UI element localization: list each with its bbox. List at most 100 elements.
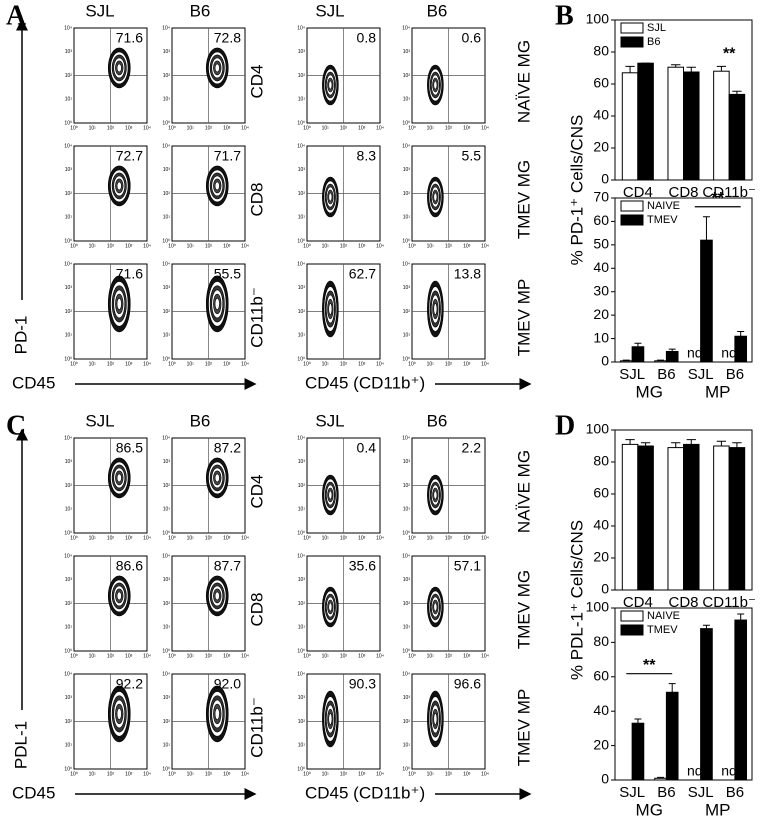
x-tick-label: SJL: [688, 366, 714, 383]
contour: [328, 602, 333, 612]
y-tick-label: 80: [593, 43, 609, 59]
quadrant-percentage: 72.8: [214, 30, 241, 46]
contour: [116, 63, 122, 73]
flow-tick-label: 10¹: [163, 97, 171, 103]
flow-tick-label: 10⁴: [376, 361, 384, 367]
error-bar: [686, 66, 696, 72]
row-label: CD11b⁻: [247, 697, 266, 758]
flow-tick-label: 10¹: [163, 743, 171, 749]
legend-label: NAIVE: [647, 200, 680, 212]
error-bar: [732, 90, 742, 95]
flow-tick-label: 10⁴: [162, 553, 170, 559]
quadrant-percentage: 0.6: [462, 30, 482, 46]
flow-tick-label: 10⁴: [376, 771, 384, 777]
flow-tick-label: 10⁴: [481, 771, 489, 777]
flow-tick-label: 10³: [65, 695, 73, 701]
flow-tick-label: 10⁴: [241, 535, 249, 541]
error-bar: [671, 442, 681, 448]
error-bar: [668, 348, 676, 352]
y-tick-label: 20: [593, 139, 609, 155]
flow-tick-label: 10³: [125, 361, 133, 367]
contour: [214, 297, 220, 310]
flow-tick-label: 10²: [65, 309, 73, 315]
flow-tick-label: 10⁰: [303, 771, 311, 777]
flow-tick-label: 10¹: [187, 653, 195, 659]
error-bar: [634, 342, 642, 347]
flow-tick-label: 10²: [403, 483, 411, 489]
flow-tick-label: 10⁴: [376, 125, 384, 131]
flow-tick-label: 10³: [403, 459, 411, 465]
flow-tick-label: 10³: [403, 577, 411, 583]
flow-tick-label: 10³: [298, 167, 306, 173]
y-tick-label: 100: [586, 599, 610, 615]
flow-tick-label: 10⁰: [402, 120, 410, 126]
value-label: nd: [687, 763, 703, 779]
flow-tick-label: 10⁰: [64, 766, 72, 772]
flow-tick-label: 10⁴: [376, 243, 384, 249]
flow-tick-label: 10⁴: [162, 25, 170, 31]
flow-tick-label: 10³: [358, 243, 366, 249]
flow-tick-label: 10⁰: [402, 648, 410, 654]
row-label: NAÏVE MG: [514, 40, 533, 123]
flow-tick-label: 10²: [163, 483, 171, 489]
plot-frame: [614, 429, 753, 591]
column-title: B6: [190, 1, 211, 20]
quadrant-percentage: 71.6: [116, 266, 143, 282]
y-tick-label: 0: [601, 353, 609, 369]
row-label: CD8: [247, 592, 266, 626]
flow-tick-label: 10¹: [322, 243, 330, 249]
quadrant-percentage: 62.7: [349, 266, 376, 282]
flow-tick-label: 10⁴: [143, 535, 151, 541]
contour: [328, 713, 333, 725]
legend-swatch: [620, 624, 644, 636]
contour: [433, 192, 438, 202]
flow-tick-label: 10⁰: [303, 535, 311, 541]
y-tick-label: 60: [593, 212, 609, 228]
flow-tick-label: 10²: [107, 361, 115, 367]
flow-tick-label: 10²: [163, 601, 171, 607]
error-bar: [622, 359, 630, 361]
bar: [667, 447, 684, 591]
flow-tick-label: 10⁰: [297, 120, 305, 126]
value-label: nd: [721, 345, 737, 361]
legend-swatch: [620, 214, 644, 226]
y-tick-label: 80: [593, 453, 609, 469]
flow-tick-label: 10²: [445, 361, 453, 367]
flow-tick-label: 10⁴: [402, 435, 410, 441]
x-tick-label: B6: [726, 784, 744, 801]
flow-tick-label: 10¹: [298, 507, 306, 513]
flow-tick-label: 10¹: [322, 125, 330, 131]
error-bar: [702, 624, 710, 629]
flow-tick-label: 10²: [107, 125, 115, 131]
column-title: SJL: [315, 1, 344, 20]
flow-tick-label: 10²: [403, 601, 411, 607]
flow-tick-label: 10⁰: [162, 120, 170, 126]
flow-tick-label: 10¹: [89, 771, 97, 777]
panel-label: A: [6, 0, 27, 31]
bar: [683, 71, 700, 181]
error-bar: [737, 331, 745, 337]
flow-tick-label: 10⁴: [241, 653, 249, 659]
flow-tick-label: 10⁴: [297, 261, 305, 267]
flow-tick-label: 10⁴: [481, 125, 489, 131]
flow-tick-label: 10²: [340, 243, 348, 249]
flow-tick-label: 10³: [298, 577, 306, 583]
legend-swatch: [620, 200, 644, 212]
y-tick-label: 20: [593, 736, 609, 752]
flow-tick-label: 10²: [403, 719, 411, 725]
y-tick-label: 10: [593, 329, 609, 345]
error-bar: [657, 776, 665, 779]
x-tick-label: CD8: [668, 594, 698, 611]
bar: [728, 447, 746, 591]
flow-tick-label: 10³: [223, 361, 231, 367]
column-title: B6: [190, 411, 211, 430]
x-axis-label: CD45 (CD11b⁺): [305, 373, 425, 392]
flow-tick-label: 10⁴: [402, 553, 410, 559]
flow-tick-label: 10¹: [89, 653, 97, 659]
flow-tick-label: 10²: [163, 719, 171, 725]
row-label: TMEV MG: [514, 570, 533, 649]
flow-tick-label: 10⁴: [297, 435, 305, 441]
flow-tick-label: 10²: [205, 125, 213, 131]
flow-tick-label: 10⁰: [64, 530, 72, 536]
y-tick-label: 50: [593, 236, 609, 252]
